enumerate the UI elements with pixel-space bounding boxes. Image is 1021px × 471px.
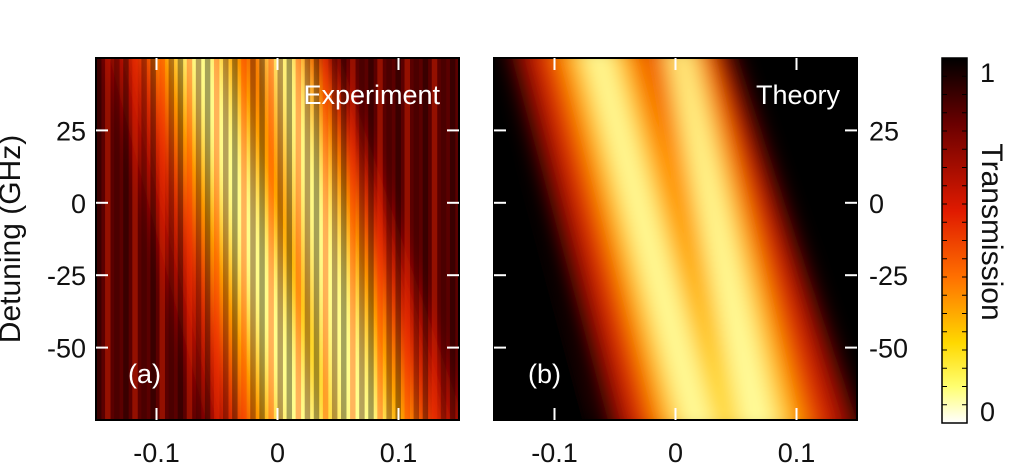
experiment-streak xyxy=(413,58,420,420)
experiment-streak xyxy=(96,58,102,420)
y-tick-label: -25 xyxy=(47,261,86,291)
colorbar: 1 0 Transmission xyxy=(941,57,1008,427)
panel-a-title: Experiment xyxy=(303,80,440,110)
experiment-streak xyxy=(313,58,320,420)
heat-band2-layer-b-4 xyxy=(674,58,775,420)
experiment-streak xyxy=(395,58,401,420)
panel-a-streaks xyxy=(96,58,456,420)
experiment-streak xyxy=(440,58,447,420)
x-tick-label: 0.1 xyxy=(380,438,418,468)
experiment-streak xyxy=(114,58,120,420)
experiment-streak xyxy=(204,58,211,420)
x-tick-label: 0 xyxy=(668,438,683,468)
experiment-streak xyxy=(268,58,274,420)
experiment-streak xyxy=(223,58,229,420)
y-tick-label: 25 xyxy=(56,116,86,146)
experiment-streak xyxy=(295,58,302,420)
y-tick-label: -50 xyxy=(869,334,908,364)
experiment-streak xyxy=(186,58,193,420)
experiment-streak xyxy=(259,58,265,420)
experiment-streak xyxy=(150,58,156,420)
heat-dark-corner-right xyxy=(797,58,857,258)
colorbar-tick-top: 1 xyxy=(980,58,995,88)
experiment-streak xyxy=(213,58,220,420)
panel-b-ticks: -0.1 0 0.1 25 0 -25 -50 xyxy=(494,58,908,468)
heat-dark-corner-left xyxy=(494,178,584,420)
experiment-streak xyxy=(141,58,147,420)
y-tick-label: 0 xyxy=(71,189,86,219)
heat-band1-layer-b-4 xyxy=(586,58,712,420)
panel-b-heatmap xyxy=(494,58,857,420)
panel-a-label: (a) xyxy=(128,359,161,389)
panel-a-ticks: -0.1 0 0.1 25 0 -25 -50 xyxy=(47,58,459,468)
experiment-streak xyxy=(404,58,410,420)
experiment-streak xyxy=(341,58,347,420)
experiment-streak xyxy=(322,58,329,420)
experiment-streak xyxy=(250,58,256,420)
experiment-streak xyxy=(304,58,311,420)
y-tick-label: -50 xyxy=(47,334,86,364)
heat-band2-layer-a-4 xyxy=(275,58,379,420)
experiment-streak xyxy=(431,58,438,420)
experiment-streak xyxy=(449,58,456,420)
experiment-streak xyxy=(168,58,175,420)
y-tick-label: -25 xyxy=(869,261,908,291)
x-tick-label: 0 xyxy=(270,438,285,468)
heat-band1-layer-a-4 xyxy=(185,58,316,420)
experiment-streak xyxy=(232,58,238,420)
y-tick-label: 25 xyxy=(869,116,899,146)
y-axis-title: Detuning (GHz) xyxy=(0,135,27,343)
experiment-streak xyxy=(195,58,202,420)
experiment-streak xyxy=(286,58,293,420)
panel-b-label: (b) xyxy=(528,359,561,389)
panel-b: -0.1 0 0.1 25 0 -25 -50 Theory (b) xyxy=(493,57,908,468)
experiment-streak xyxy=(277,58,283,420)
colorbar-label: Transmission xyxy=(975,143,1008,320)
experiment-streak xyxy=(350,58,356,420)
panel-a: -0.1 0 0.1 25 0 -25 -50 Experiment (a) xyxy=(47,57,460,468)
y-tick-label: 0 xyxy=(869,189,884,219)
experiment-streak xyxy=(377,58,383,420)
experiment-streak xyxy=(132,58,138,420)
x-tick-label: -0.1 xyxy=(531,438,578,468)
experiment-streak xyxy=(359,58,365,420)
experiment-streak xyxy=(159,58,165,420)
experiment-streak xyxy=(123,58,129,420)
experiment-streak xyxy=(422,58,429,420)
experiment-streak xyxy=(105,58,111,420)
panel-a-heatmap xyxy=(109,58,459,420)
experiment-streak xyxy=(241,58,247,420)
experiment-streak xyxy=(368,58,374,420)
x-tick-label: 0.1 xyxy=(778,438,816,468)
colorbar-tick-bottom: 0 xyxy=(980,397,995,427)
experiment-streak xyxy=(177,58,184,420)
x-tick-label: -0.1 xyxy=(133,438,180,468)
colorbar-minor-ticks xyxy=(942,75,967,406)
panel-b-title: Theory xyxy=(756,80,841,110)
experiment-streak xyxy=(386,58,392,420)
experiment-streak xyxy=(331,58,338,420)
